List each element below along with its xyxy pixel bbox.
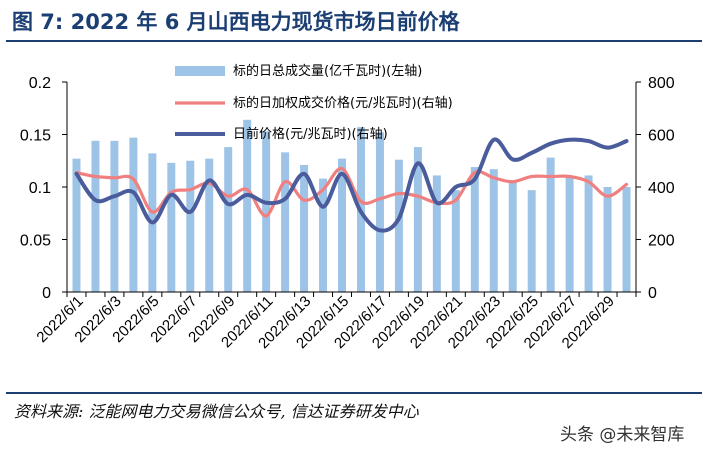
volume-bar	[451, 190, 460, 292]
volume-bar	[432, 175, 441, 292]
volume-bar	[394, 159, 403, 292]
volume-bar	[319, 178, 328, 292]
volume-bar	[281, 152, 290, 292]
volume-bar	[565, 176, 574, 292]
volume-bar	[546, 157, 555, 292]
left-tick-label: 0.05	[20, 233, 51, 250]
volume-bar	[489, 169, 498, 292]
right-tick-label: 800	[648, 75, 675, 92]
volume-bar	[300, 164, 309, 292]
volume-bar	[338, 158, 346, 292]
chart-svg: 00.050.10.150.202004006008002022/6/12022…	[20, 63, 675, 352]
volume-bar	[224, 147, 233, 292]
volume-bar	[603, 187, 612, 292]
right-tick-label: 200	[648, 233, 675, 250]
volume-bar	[375, 132, 384, 292]
right-tick-label: 600	[648, 128, 675, 145]
watermark: 头条 @未来智库	[560, 425, 685, 445]
right-tick-label: 0	[648, 285, 657, 302]
source-divider	[6, 392, 702, 394]
legend-label: 标的日加权成交价格(元/兆瓦时)(右轴)	[233, 95, 453, 111]
volume-bar	[205, 158, 214, 292]
page-title: 图 7: 2022 年 6 月山西电力现货市场日前价格	[12, 10, 460, 34]
volume-bar	[243, 119, 252, 292]
volume-bar	[186, 160, 195, 292]
day-ahead-price-line	[74, 137, 629, 233]
volume-bar	[262, 131, 271, 292]
volume-bar	[91, 140, 100, 292]
volume-bar	[413, 147, 422, 292]
left-tick-label: 0	[42, 285, 51, 302]
source-note: 资料来源: 泛能网电力交易微信公众号, 信达证券研发中心	[14, 402, 419, 421]
left-tick-label: 0.2	[29, 75, 51, 92]
legend-label: 日前价格(元/兆瓦时)(右轴)	[233, 126, 388, 142]
volume-bar	[129, 137, 138, 292]
volume-bar	[527, 190, 536, 292]
volume-bar	[72, 158, 81, 292]
title-divider	[6, 40, 702, 42]
volume-bar	[110, 140, 119, 292]
volume-bar	[584, 175, 593, 292]
volume-bar	[167, 162, 176, 292]
legend-swatch-volume	[175, 66, 225, 76]
right-tick-label: 400	[648, 180, 675, 197]
left-tick-label: 0.1	[29, 180, 51, 197]
volume-bar	[622, 187, 631, 292]
volume-bar	[508, 181, 517, 292]
left-tick-label: 0.15	[20, 128, 51, 145]
volume-bar	[470, 167, 479, 292]
legend-label: 标的日总成交量(亿千瓦时)(左轴)	[233, 63, 422, 79]
